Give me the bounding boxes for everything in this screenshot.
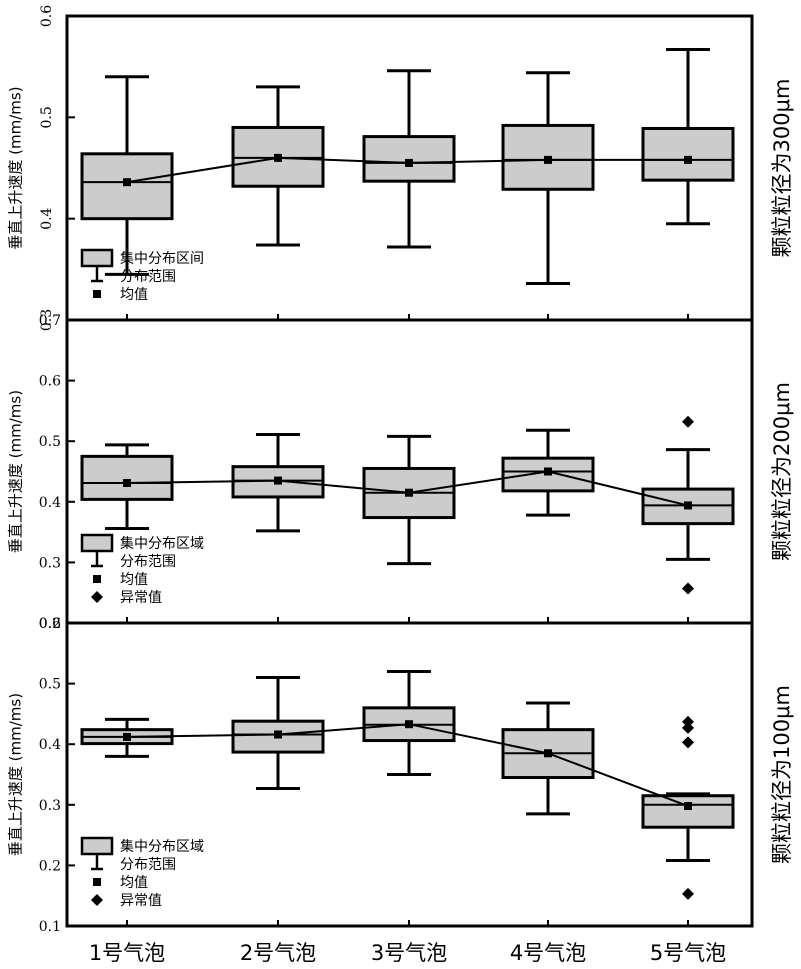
y-tick-label: 0.6 bbox=[39, 616, 61, 632]
mean-marker bbox=[123, 479, 131, 488]
legend-box-label: 集中分布区域 bbox=[120, 535, 204, 552]
x-category-label: 1号气泡 bbox=[89, 941, 165, 965]
y-tick-label: 0.3 bbox=[39, 555, 61, 571]
iqr-box bbox=[641, 794, 735, 829]
y-tick-label: 0.2 bbox=[39, 858, 61, 874]
y-axis-label: 垂直上升速度 (mm/ms) bbox=[7, 693, 25, 856]
mean-marker bbox=[544, 155, 552, 164]
outlier-point bbox=[682, 415, 694, 428]
y-axis-label: 垂直上升速度 (mm/ms) bbox=[7, 86, 25, 249]
legend-range-label: 分布范围 bbox=[120, 268, 176, 285]
panel-title: 颗粒粒径为100μm bbox=[770, 685, 794, 864]
outlier-point bbox=[682, 736, 694, 749]
mean-marker bbox=[684, 155, 692, 164]
mean-marker bbox=[684, 501, 692, 510]
y-tick-label: 0.1 bbox=[39, 919, 61, 935]
mean-marker bbox=[123, 732, 131, 741]
box-4 bbox=[501, 701, 595, 816]
legend-mean-label: 均值 bbox=[120, 875, 148, 891]
outlier-point bbox=[682, 582, 694, 595]
box-3 bbox=[362, 434, 456, 566]
box-4 bbox=[501, 71, 595, 286]
panel-title: 颗粒粒径为200μm bbox=[770, 382, 794, 561]
box-3 bbox=[362, 69, 456, 249]
y-tick-label: 0.7 bbox=[39, 313, 61, 329]
iqr-box bbox=[80, 152, 174, 221]
legend-outlier-label: 异常值 bbox=[120, 590, 162, 606]
y-tick-label: 0.4 bbox=[39, 737, 61, 753]
panel-1: 0.3 0.4 0.5 0.6 垂直上升速度 (mm/ms) 颗粒粒径为300μm 集中分布… bbox=[7, 5, 795, 331]
x-category-label: 5号气泡 bbox=[650, 941, 726, 965]
legend-mean-label: 均值 bbox=[120, 287, 148, 303]
y-tick-label: 0.2 bbox=[39, 616, 61, 632]
y-tick-label: 0.3 bbox=[39, 309, 55, 331]
legend-box-label: 集中分布区间 bbox=[120, 250, 204, 267]
panel-3: 0.1 0.2 0.3 0.4 0.5 0.6 垂直上升速度 (mm/ms) 颗粒粒径为100… bbox=[7, 616, 795, 935]
y-tick-label: 0.5 bbox=[39, 677, 61, 693]
legend-box-icon bbox=[80, 533, 114, 553]
mean-marker bbox=[544, 749, 552, 758]
y-tick-label: 0.3 bbox=[39, 798, 61, 814]
legend-outlier-icon bbox=[91, 894, 103, 906]
mean-marker bbox=[405, 158, 413, 167]
y-tick-label: 0.6 bbox=[39, 374, 61, 390]
iqr-box bbox=[641, 126, 735, 182]
mean-marker bbox=[274, 476, 282, 485]
iqr-box bbox=[501, 123, 595, 191]
mean-marker bbox=[274, 153, 282, 162]
mean-marker bbox=[274, 730, 282, 739]
y-tick-label: 0.6 bbox=[39, 5, 55, 27]
mean-marker bbox=[405, 488, 413, 497]
x-category-label: 2号气泡 bbox=[240, 941, 316, 965]
box-2 bbox=[231, 85, 325, 247]
y-tick-label: 0.4 bbox=[39, 495, 61, 511]
y-axis-label: 垂直上升速度 (mm/ms) bbox=[7, 390, 25, 553]
panel-2: 0.2 0.3 0.4 0.5 0.6 0.7 垂直上升速度 (mm/ms) 颗粒粒径为200… bbox=[7, 313, 795, 632]
panel-title: 颗粒粒径为300μm bbox=[770, 79, 794, 258]
y-tick-label: 0.4 bbox=[39, 207, 55, 229]
outlier-point bbox=[682, 721, 694, 734]
mean-marker bbox=[123, 178, 131, 187]
y-tick-label: 0.5 bbox=[39, 106, 55, 128]
outlier-point bbox=[682, 715, 694, 728]
legend-mean-icon bbox=[93, 290, 101, 298]
iqr-box bbox=[362, 135, 456, 183]
legend-outlier-label: 异常值 bbox=[120, 893, 162, 909]
legend-mean-label: 均值 bbox=[120, 572, 148, 588]
legend-range-label: 分布范围 bbox=[120, 856, 176, 873]
legend-box-label: 集中分布区域 bbox=[120, 838, 204, 855]
legend-box-icon bbox=[80, 248, 114, 268]
legend-range-label: 分布范围 bbox=[120, 553, 176, 570]
x-category-label: 3号气泡 bbox=[371, 941, 447, 965]
mean-marker bbox=[405, 720, 413, 729]
x-category-label: 4号气泡 bbox=[510, 941, 586, 965]
legend-box-icon bbox=[80, 836, 114, 856]
y-tick-label: 0.5 bbox=[39, 434, 61, 450]
box-5 bbox=[641, 47, 735, 226]
legend-outlier-icon bbox=[91, 591, 103, 603]
mean-marker bbox=[544, 467, 552, 476]
box-1 bbox=[80, 75, 174, 276]
iqr-box bbox=[80, 454, 174, 501]
box-5 bbox=[641, 715, 735, 900]
outlier-point bbox=[682, 887, 694, 900]
legend-mean-icon bbox=[93, 575, 101, 583]
mean-marker bbox=[684, 802, 692, 811]
legend-mean-icon bbox=[93, 878, 101, 886]
box-1 bbox=[80, 443, 174, 530]
